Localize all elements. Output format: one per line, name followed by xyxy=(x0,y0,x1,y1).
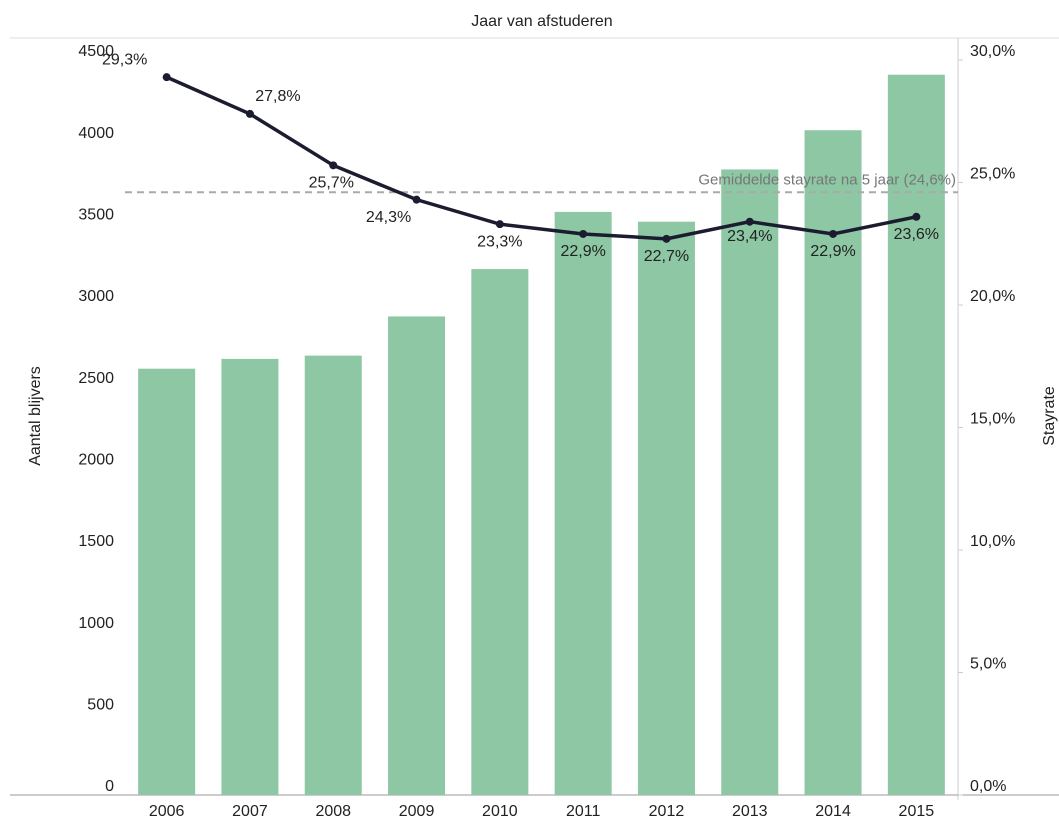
data-label: 22,9% xyxy=(810,243,855,260)
x-tick-label: 2009 xyxy=(399,803,435,820)
y2-tick-label: 0,0% xyxy=(970,778,1006,795)
y-tick-label: 2500 xyxy=(78,370,114,387)
data-label: 22,7% xyxy=(644,248,689,265)
bar xyxy=(138,368,196,795)
line-point xyxy=(912,212,921,221)
x-tick-label: 2011 xyxy=(566,803,601,820)
data-label: 23,4% xyxy=(727,228,772,245)
chart-title: Jaar van afstuderen xyxy=(471,13,612,30)
bar xyxy=(471,269,529,796)
y-tick-label: 3500 xyxy=(78,207,114,224)
x-tick-label: 2008 xyxy=(315,803,351,820)
x-tick-label: 2007 xyxy=(232,803,268,820)
line-point xyxy=(329,161,338,170)
x-tick-label: 2010 xyxy=(482,803,518,820)
bar xyxy=(721,169,779,795)
line-point xyxy=(579,229,588,238)
y2-tick-label: 15,0% xyxy=(970,411,1015,428)
y-axis-title: Aantal blijvers xyxy=(27,366,44,466)
data-label: 23,3% xyxy=(477,233,522,250)
data-label: 24,3% xyxy=(366,209,411,226)
data-label: 22,9% xyxy=(560,243,605,260)
bar xyxy=(804,130,862,795)
y2-tick-label: 10,0% xyxy=(970,533,1015,550)
data-label: 25,7% xyxy=(309,175,354,192)
line-point xyxy=(829,229,838,238)
y2-tick-label: 25,0% xyxy=(970,166,1015,183)
y2-tick-label: 20,0% xyxy=(970,288,1015,305)
line-point xyxy=(745,217,754,226)
data-label: 29,3% xyxy=(102,51,147,68)
y-tick-label: 4000 xyxy=(78,125,114,142)
bar xyxy=(221,358,279,795)
x-tick-label: 2013 xyxy=(732,803,768,820)
x-tick-label: 2014 xyxy=(815,803,851,820)
y-tick-label: 3000 xyxy=(78,288,114,305)
line xyxy=(165,75,917,241)
x-tick-label: 2012 xyxy=(649,803,685,820)
line-point xyxy=(245,109,254,118)
y-tick-label: 2000 xyxy=(78,452,114,469)
x-tick-label: 2015 xyxy=(899,803,935,820)
bar xyxy=(388,316,446,795)
bar xyxy=(554,211,612,795)
y2-tick-label: 5,0% xyxy=(970,656,1006,673)
line-point xyxy=(162,73,171,82)
y-tick-label: 4500 xyxy=(78,43,114,60)
bar xyxy=(887,74,945,795)
data-label: 27,8% xyxy=(255,88,300,105)
line-point xyxy=(495,220,504,229)
y2-axis-title: Stayrate xyxy=(1041,386,1058,446)
bar xyxy=(304,355,362,795)
y-tick-label: 1500 xyxy=(78,533,114,550)
y2-tick-label: 30,0% xyxy=(970,43,1015,60)
y-tick-label: 0 xyxy=(105,778,114,795)
x-tick-label: 2006 xyxy=(149,803,185,820)
data-label: 23,6% xyxy=(894,226,939,243)
line-point xyxy=(412,195,421,204)
reference-label: Gemiddelde stayrate na 5 jaar (24,6%) xyxy=(698,171,956,188)
bar xyxy=(637,221,695,795)
y-tick-label: 1000 xyxy=(78,615,114,632)
y-tick-label: 500 xyxy=(87,697,114,714)
line-point xyxy=(662,234,671,243)
